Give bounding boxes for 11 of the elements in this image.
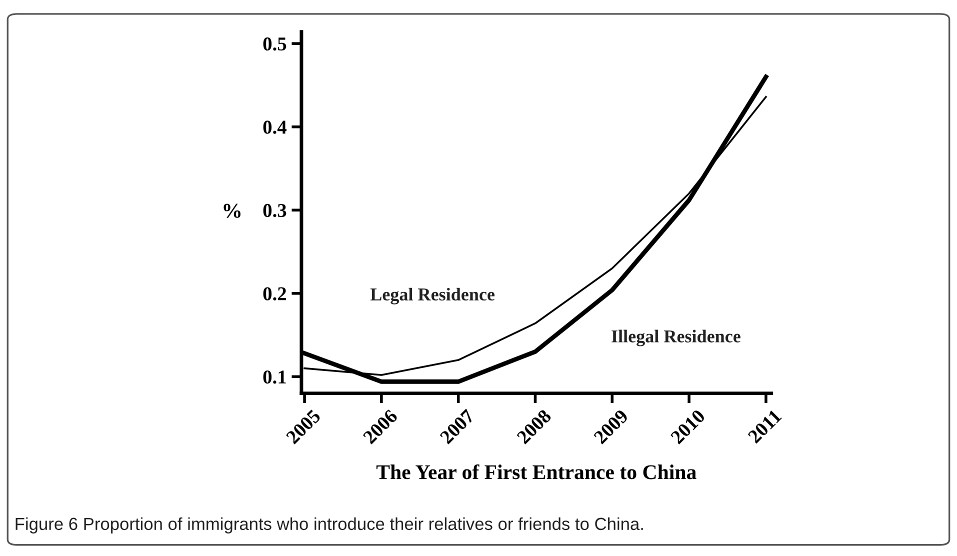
y-tick-label: 0.5 (263, 37, 286, 51)
y-tick-label: 0.3 (263, 204, 286, 218)
y-tick-label: 0.2 (263, 287, 286, 300)
y-tick-label: 0.1 (263, 370, 286, 384)
series-label: Legal Residence (370, 288, 495, 304)
x-axis-title: The Year of First Entrance to China (376, 464, 696, 480)
x-tick-label: 2011 (747, 409, 782, 444)
caption: Figure 6 Proportion of immigrants who introduce their relatives or friends to China. (16, 517, 643, 534)
y-tick-label: 0.4 (263, 120, 287, 134)
series-label: Illegal Residence (612, 330, 740, 346)
y-axis-title: % (224, 204, 240, 218)
